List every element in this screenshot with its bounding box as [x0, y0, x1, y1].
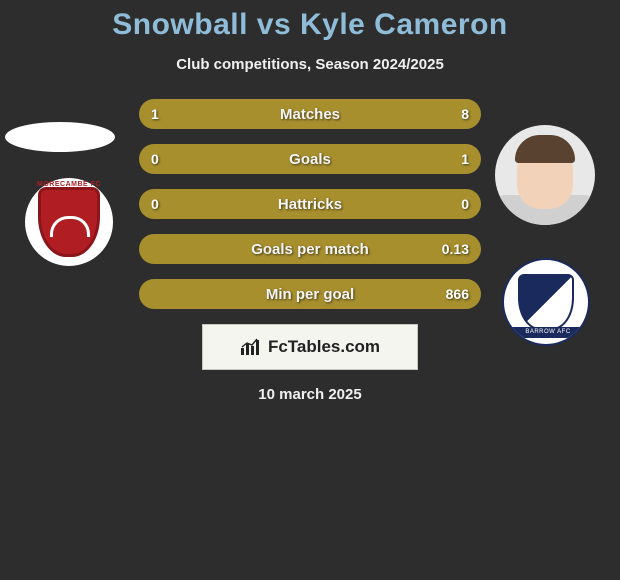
stat-right-value: 866	[446, 286, 469, 302]
stat-label: Goals	[289, 151, 331, 168]
stat-right-value: 0	[461, 196, 469, 212]
stat-right-value: 0.13	[442, 241, 469, 257]
stat-row: Min per goal 866	[139, 279, 481, 309]
stat-row: Goals per match 0.13	[139, 234, 481, 264]
stat-row: 0 Goals 1	[139, 144, 481, 174]
stat-label: Min per goal	[266, 286, 354, 303]
page-title: Snowball vs Kyle Cameron	[0, 8, 620, 42]
stats-list: 1 Matches 8 0 Goals 1 0 Hattricks 0 Goal…	[139, 99, 481, 309]
subtitle: Club competitions, Season 2024/2025	[0, 56, 620, 73]
bar-chart-icon	[240, 338, 262, 356]
stat-left-value: 0	[151, 151, 159, 167]
player-left-avatar-placeholder	[5, 122, 115, 152]
stat-label: Goals per match	[251, 241, 369, 258]
source-logo-text: FcTables.com	[268, 337, 380, 357]
stat-right-value: 8	[461, 106, 469, 122]
source-logo: FcTables.com	[202, 324, 418, 370]
club-left-crest: MORECAMBE FC	[25, 178, 113, 266]
date-label: 10 march 2025	[0, 386, 620, 403]
club-right-crest: BARROW AFC	[502, 258, 590, 346]
stat-left-value: 1	[151, 106, 159, 122]
club-right-name: BARROW AFC	[504, 327, 590, 338]
stat-label: Hattricks	[278, 196, 342, 213]
stat-left-value: 0	[151, 196, 159, 212]
stat-row: 0 Hattricks 0	[139, 189, 481, 219]
stat-right-value: 1	[461, 151, 469, 167]
stat-label: Matches	[280, 106, 340, 123]
stat-row: 1 Matches 8	[139, 99, 481, 129]
player-right-avatar	[495, 125, 595, 225]
comparison-card: Snowball vs Kyle Cameron Club competitio…	[0, 0, 620, 580]
